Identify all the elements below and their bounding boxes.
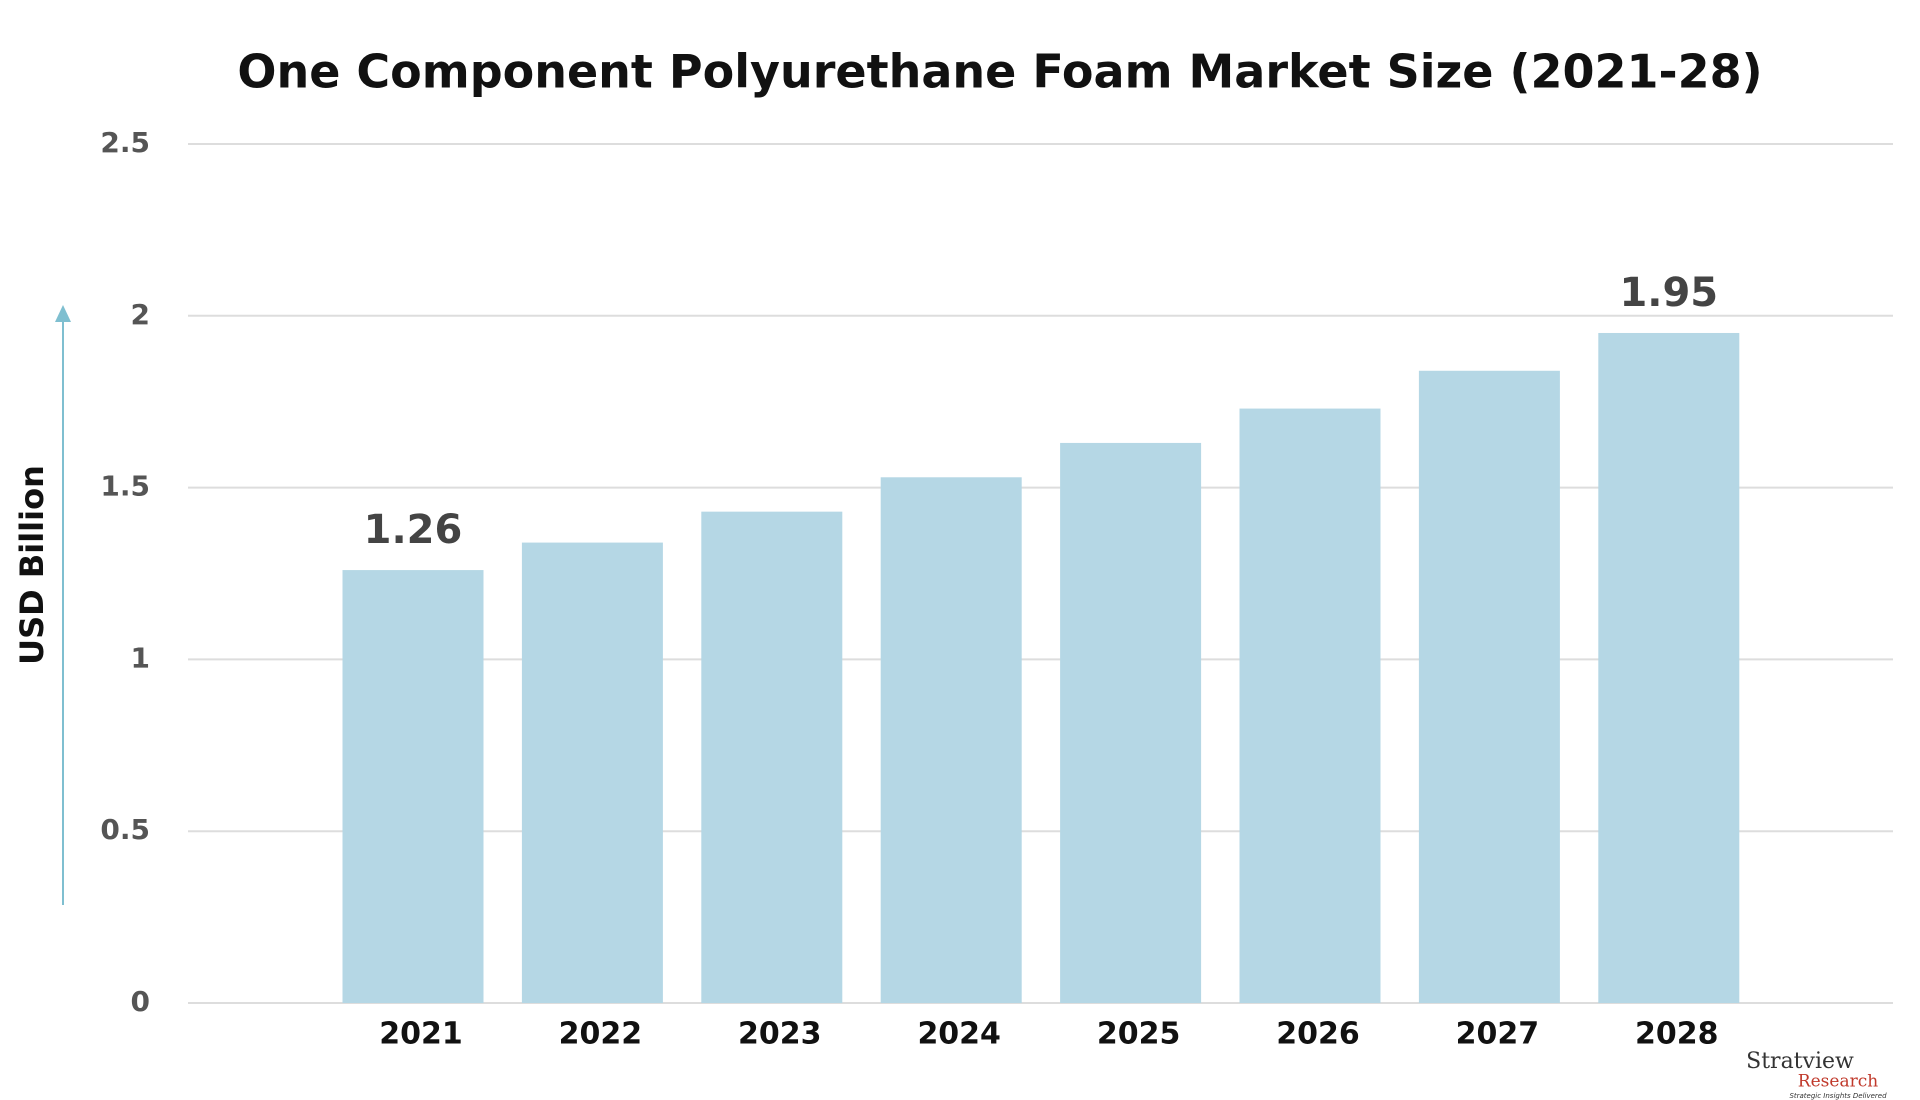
x-tick-label: 2027 <box>1456 1017 1540 1052</box>
x-tick-label: 2028 <box>1635 1017 1719 1052</box>
y-tick-label: 1 <box>131 641 150 674</box>
y-tick-label: 0 <box>131 985 150 1018</box>
x-tick-label: 2021 <box>379 1017 463 1052</box>
x-tick-label: 2022 <box>559 1017 643 1052</box>
arrow-head <box>55 305 71 322</box>
y-axis-label: USD Billion <box>13 465 51 665</box>
logo-sub: Research <box>1798 1072 1878 1092</box>
logo-name: Stratview <box>1746 1049 1854 1074</box>
y-tick-label: 2.5 <box>100 126 150 159</box>
bar <box>880 477 1022 1003</box>
bar <box>1060 442 1202 1003</box>
bar <box>521 542 663 1003</box>
bar <box>1598 332 1740 1004</box>
bar <box>701 511 843 1003</box>
x-tick-label: 2023 <box>738 1017 822 1052</box>
bar <box>342 570 484 1003</box>
y-tick-label: 2 <box>131 298 150 331</box>
logo-tagline: Strategic Insights Delivered <box>1789 1092 1887 1100</box>
y-tick-label: 0.5 <box>100 813 150 846</box>
x-tick-label: 2026 <box>1276 1017 1360 1052</box>
data-label: 1.26 <box>364 507 463 553</box>
y-tick-label: 1.5 <box>100 470 150 503</box>
x-tick-label: 2025 <box>1097 1017 1181 1052</box>
bar <box>1239 408 1381 1003</box>
x-tick-label: 2024 <box>917 1017 1001 1052</box>
bar <box>1418 370 1560 1003</box>
data-label: 1.95 <box>1619 270 1718 316</box>
chart-title: One Component Polyurethane Foam Market S… <box>237 45 1762 99</box>
